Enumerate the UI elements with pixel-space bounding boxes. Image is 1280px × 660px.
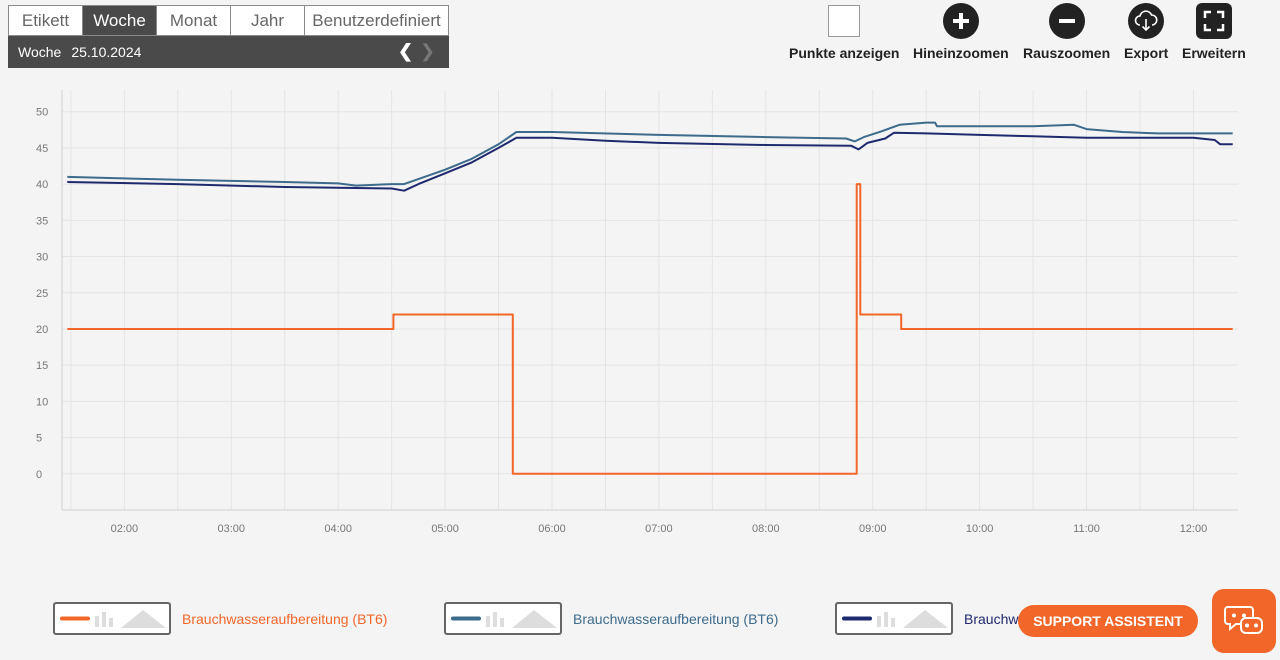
- x-tick-label: 09:00: [859, 523, 887, 535]
- y-tick-label: 45: [36, 143, 48, 155]
- export-label: Export: [1124, 45, 1169, 61]
- chevron-right-icon[interactable]: ❯: [420, 41, 436, 61]
- x-tick-label: 11:00: [1073, 523, 1100, 535]
- y-tick-label: 40: [36, 179, 48, 191]
- zoom-out-label: Rauszoomen: [1023, 45, 1111, 61]
- cloud-download-icon: [1128, 3, 1165, 39]
- x-tick-label: 08:00: [752, 523, 780, 535]
- x-tick-label: 10:00: [966, 523, 994, 535]
- series-line-1: [67, 183, 1233, 475]
- y-tick-label: 35: [36, 215, 48, 227]
- minus-icon: [1048, 3, 1085, 39]
- x-tick-label: 04:00: [324, 523, 352, 535]
- tab-benutzerdefiniert[interactable]: Benutzerdefiniert: [312, 10, 441, 30]
- x-tick-label: 07:00: [645, 523, 673, 535]
- legend-mini-chart-icon: [842, 610, 948, 628]
- y-tick-label: 30: [36, 252, 48, 264]
- show-points-label: Punkte anzeigen: [789, 45, 900, 61]
- y-tick-label: 10: [36, 396, 48, 408]
- fullscreen-icon: [1195, 3, 1232, 39]
- chevron-left-icon[interactable]: ❮: [398, 41, 414, 61]
- x-tick-label: 06:00: [538, 523, 566, 535]
- legend-label-3: Brauchw: [964, 611, 1019, 627]
- zoom-in-button[interactable]: Hineinzoomen: [913, 3, 1009, 61]
- y-tick-label: 0: [36, 469, 42, 481]
- temperature-chart: 0 5 10 15 20 25 30 35 40 45 50 02:00 03:00 04:00 05:00…: [36, 90, 1238, 535]
- period-bar: Woche 25.10.2024 ❮ ❯: [8, 36, 449, 68]
- legend-label-1: Brauchwasseraufbereitung (BT6): [182, 611, 388, 627]
- period-label: Woche: [18, 44, 62, 60]
- expand-label: Erweitern: [1182, 45, 1246, 61]
- zoom-in-label: Hineinzoomen: [913, 45, 1009, 61]
- zoom-out-button[interactable]: Rauszoomen: [1023, 3, 1110, 61]
- x-tick-label: 05:00: [431, 523, 459, 535]
- tab-etikett[interactable]: Etikett: [9, 6, 83, 35]
- legend-mini-chart-icon: [60, 610, 166, 628]
- y-tick-label: 20: [36, 324, 48, 336]
- tab-woche[interactable]: Woche: [83, 6, 157, 35]
- x-tick-label: 03:00: [218, 523, 246, 535]
- x-tick-label: 02:00: [111, 523, 139, 535]
- show-points-toggle[interactable]: Punkte anzeigen: [789, 3, 899, 61]
- show-points-checkbox[interactable]: [828, 5, 861, 37]
- legend-swatch-2: [444, 602, 562, 635]
- legend-swatch-3: [835, 602, 953, 635]
- plus-icon: [942, 3, 979, 39]
- y-tick-label: 50: [36, 107, 48, 119]
- y-tick-label: 15: [36, 360, 48, 372]
- y-tick-label: 5: [36, 433, 42, 445]
- x-tick-label: 12:00: [1180, 523, 1208, 535]
- expand-button[interactable]: Erweitern: [1182, 3, 1246, 61]
- support-assistant-button[interactable]: SUPPORT ASSISTENT: [1018, 605, 1198, 637]
- tab-jahr[interactable]: Jahr: [231, 6, 305, 35]
- export-button[interactable]: Export: [1124, 3, 1168, 61]
- tab-monat[interactable]: Monat: [157, 6, 231, 35]
- chat-bot-icon[interactable]: [1212, 589, 1276, 653]
- legend-label-2: Brauchwasseraufbereitung (BT6): [573, 611, 779, 627]
- period-tabs: Etikett Woche Monat Jahr Benutzerdefinie…: [8, 5, 449, 36]
- y-tick-label: 25: [36, 288, 48, 300]
- legend-swatch-1: [53, 602, 171, 635]
- legend-mini-chart-icon: [451, 610, 557, 628]
- series-line-2: [67, 121, 1233, 187]
- period-date: 25.10.2024: [71, 44, 142, 60]
- series-line-3: [67, 131, 1233, 192]
